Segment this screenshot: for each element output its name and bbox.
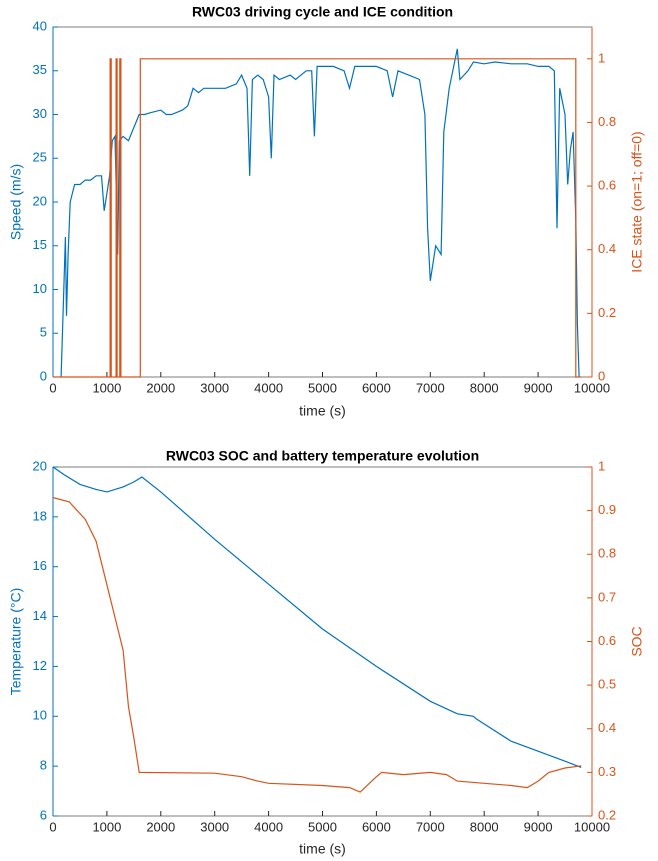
y2-tick-label: 0.9 [598, 502, 616, 517]
y-tick-label: 35 [33, 62, 47, 77]
y2-axis-label: ICE state (on=1; off=0) [629, 131, 645, 272]
y2-tick-label: 0.2 [598, 305, 616, 320]
y-tick-label: 25 [33, 150, 47, 165]
y-tick-label: 0 [40, 368, 47, 383]
y-tick-label: 12 [33, 658, 47, 673]
y2-tick-label: 0.6 [598, 178, 616, 193]
x-tick-label: 9000 [524, 819, 553, 834]
y-tick-label: 5 [40, 325, 47, 340]
y-tick-label: 30 [33, 106, 47, 121]
y-tick-label: 6 [40, 807, 47, 822]
x-tick-label: 8000 [470, 819, 499, 834]
y2-tick-label: 0.8 [598, 114, 616, 129]
y-tick-label: 18 [33, 508, 47, 523]
x-tick-label: 5000 [308, 380, 337, 395]
x-tick-label: 1000 [92, 819, 121, 834]
data-line [52, 496, 582, 793]
x-tick-label: 7000 [416, 380, 445, 395]
y-tick-label: 16 [33, 558, 47, 573]
y2-tick-label: 0.6 [598, 633, 616, 648]
x-tick-label: 10000 [574, 380, 610, 395]
y-tick-label: 20 [33, 193, 47, 208]
x-tick-label: 2000 [146, 819, 175, 834]
chart-title: RWC03 driving cycle and ICE condition [192, 4, 453, 20]
x-tick-label: 6000 [362, 819, 391, 834]
data-line [60, 48, 580, 378]
y-tick-label: 15 [33, 237, 47, 252]
x-tick-label: 3000 [200, 819, 229, 834]
y-tick-label: 40 [33, 18, 47, 33]
x-tick-label: 8000 [470, 380, 499, 395]
y2-tick-label: 1 [598, 50, 605, 65]
x-tick-label: 0 [49, 819, 56, 834]
y-tick-label: 8 [40, 758, 47, 773]
y2-axis-label: SOC [629, 626, 645, 656]
y-axis-label: Speed (m/s) [8, 164, 24, 240]
y2-tick-label: 0.3 [598, 764, 616, 779]
y-tick-label: 20 [33, 458, 47, 473]
y2-tick-label: 0.5 [598, 677, 616, 692]
y2-tick-label: 0 [598, 368, 605, 383]
y2-tick-label: 0.4 [598, 241, 616, 256]
x-tick-label: 2000 [146, 380, 175, 395]
y2-tick-label: 0.7 [598, 589, 616, 604]
y2-tick-label: 0.8 [598, 546, 616, 561]
y-tick-label: 10 [33, 708, 47, 723]
plot-area [52, 466, 593, 817]
y-axis-label: Temperature (°C) [8, 588, 24, 696]
x-tick-label: 4000 [254, 819, 283, 834]
data-line [52, 466, 582, 768]
data-line [53, 58, 582, 378]
chart-title: RWC03 SOC and battery temperature evolut… [166, 448, 479, 464]
y2-tick-label: 0.4 [598, 720, 616, 735]
x-tick-label: 3000 [200, 380, 229, 395]
plot-area [52, 26, 593, 378]
x-tick-label: 7000 [416, 819, 445, 834]
y-tick-label: 10 [33, 281, 47, 296]
x-axis-label: time (s) [299, 841, 346, 857]
x-tick-label: 6000 [362, 380, 391, 395]
y2-tick-label: 1 [598, 458, 605, 473]
x-tick-label: 9000 [524, 380, 553, 395]
x-axis-label: time (s) [299, 403, 346, 419]
y-tick-label: 14 [33, 608, 47, 623]
x-tick-label: 5000 [308, 819, 337, 834]
x-tick-label: 1000 [92, 380, 121, 395]
x-tick-label: 4000 [254, 380, 283, 395]
x-tick-label: 10000 [574, 819, 610, 834]
x-tick-label: 0 [49, 380, 56, 395]
y2-tick-label: 0.2 [598, 807, 616, 822]
